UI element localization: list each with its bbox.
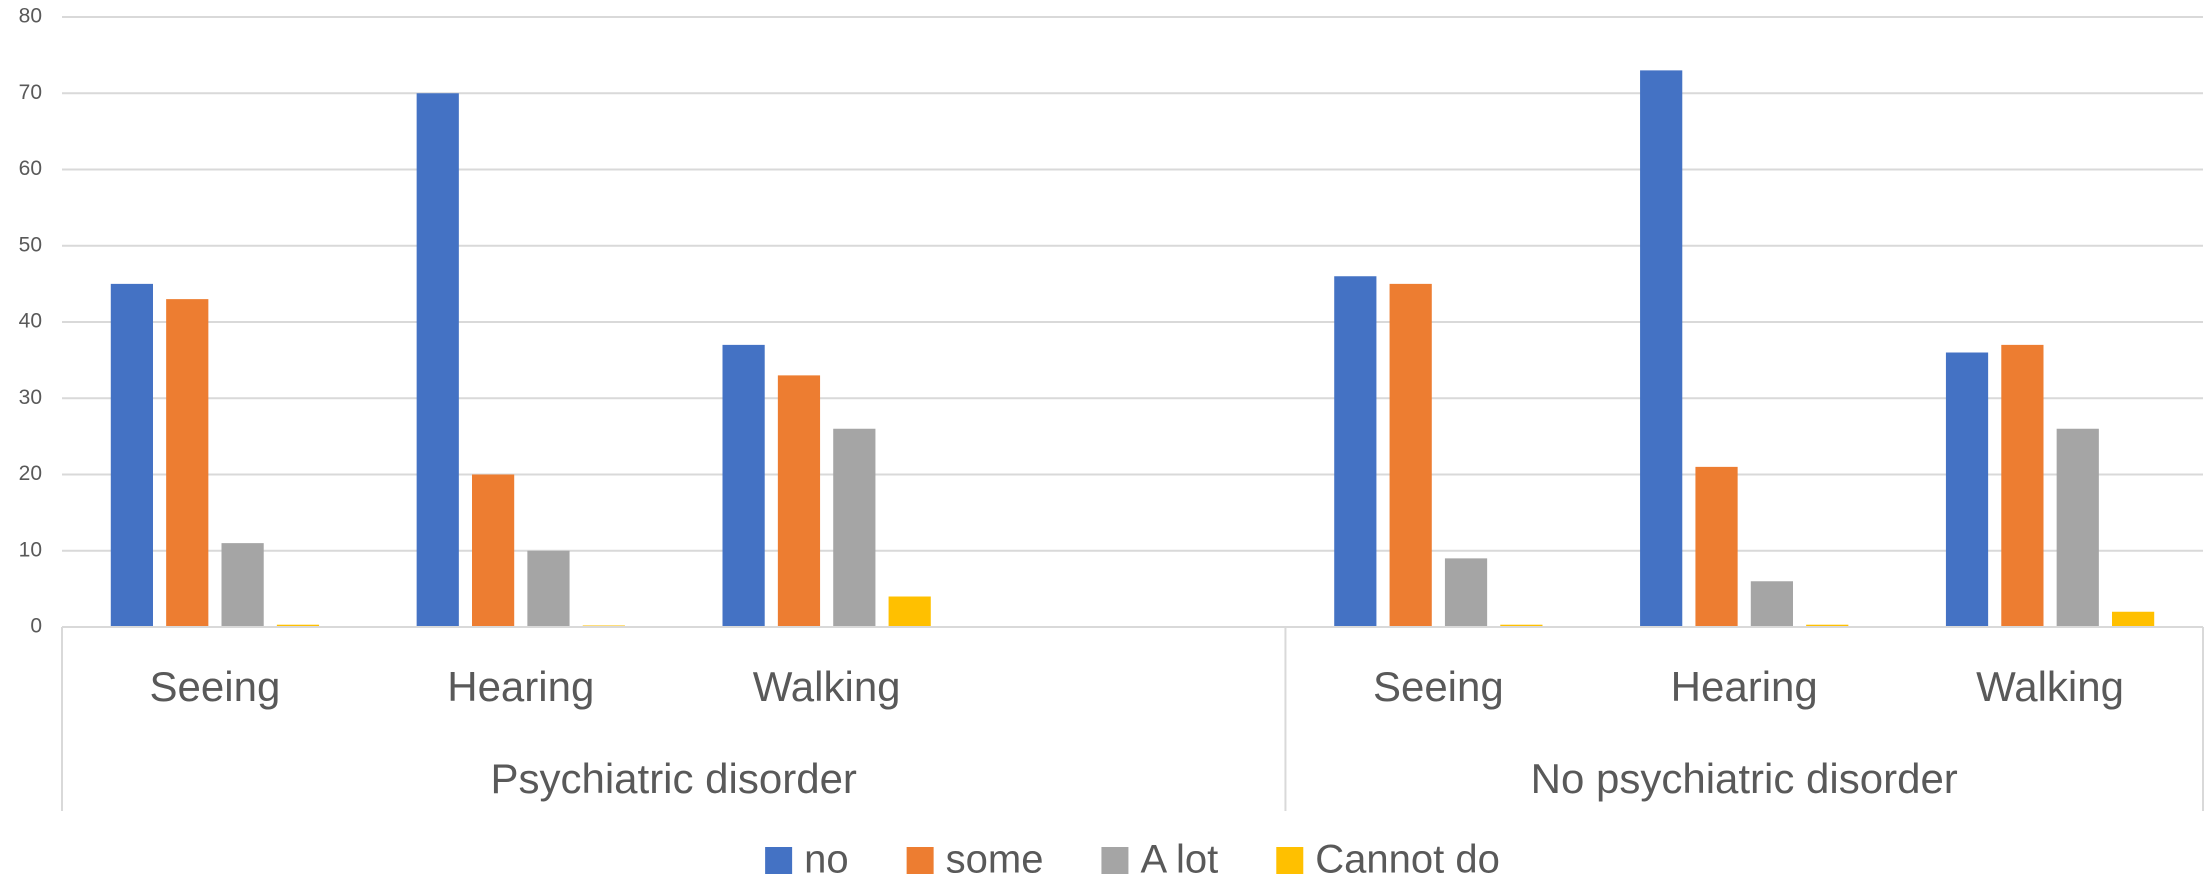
- bar: [1500, 624, 1543, 627]
- bar: [2001, 344, 2044, 627]
- bar: [276, 624, 320, 627]
- legend-label: some: [946, 838, 1044, 882]
- bar: [1695, 466, 1738, 627]
- legend-label: no: [804, 838, 849, 882]
- y-tick-label: 40: [19, 310, 42, 333]
- bar: [1334, 276, 1377, 627]
- group-label: No psychiatric disorder: [1531, 755, 1958, 802]
- x-tick-label: Seeing: [150, 663, 281, 710]
- bar: [472, 474, 515, 627]
- y-tick-label: 0: [30, 615, 42, 638]
- y-tick-label: 10: [19, 538, 42, 561]
- y-tick-label: 80: [19, 5, 42, 28]
- bar: [110, 283, 153, 627]
- bar: [221, 543, 264, 627]
- y-tick-label: 50: [19, 233, 42, 256]
- group-label: Psychiatric disorder: [490, 755, 856, 802]
- bar: [1806, 624, 1849, 627]
- bar: [833, 428, 876, 627]
- bar: [1389, 283, 1432, 627]
- bar: [1640, 70, 1683, 627]
- y-tick-label: 20: [19, 462, 42, 485]
- legend-swatch: [906, 847, 934, 874]
- bar: [722, 344, 765, 627]
- legend-label: A lot: [1140, 838, 1218, 882]
- x-tick-label: Seeing: [1373, 663, 1504, 710]
- bar: [166, 299, 209, 627]
- bar: [1750, 581, 1793, 627]
- x-tick-label: Hearing: [1671, 663, 1818, 710]
- x-tick-label: Walking: [753, 663, 901, 710]
- y-tick-label: 70: [19, 81, 42, 104]
- legend-swatch: [765, 847, 793, 874]
- bar: [527, 550, 570, 627]
- bar: [1945, 352, 1989, 627]
- bar: [416, 93, 459, 627]
- y-tick-label: 60: [19, 157, 42, 180]
- legend-label: Cannot do: [1315, 838, 1500, 882]
- bar: [777, 375, 821, 627]
- legend-swatch: [1101, 847, 1129, 874]
- bar: [2112, 611, 2155, 627]
- x-tick-label: Hearing: [447, 663, 594, 710]
- y-tick-label: 30: [19, 386, 42, 409]
- x-tick-label: Walking: [1976, 663, 2124, 710]
- bar: [1444, 558, 1488, 627]
- bar: [888, 596, 931, 627]
- bar: [2056, 428, 2099, 627]
- legend-swatch: [1276, 847, 1304, 874]
